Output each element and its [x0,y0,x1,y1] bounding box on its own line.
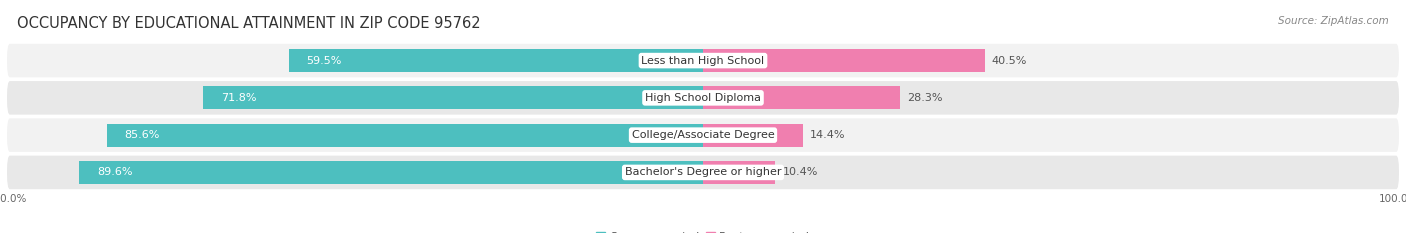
Text: 85.6%: 85.6% [125,130,160,140]
Bar [703,49,984,72]
Bar [703,86,900,110]
Bar [703,123,803,147]
Bar [79,161,703,184]
Text: OCCUPANCY BY EDUCATIONAL ATTAINMENT IN ZIP CODE 95762: OCCUPANCY BY EDUCATIONAL ATTAINMENT IN Z… [17,16,481,31]
Text: 28.3%: 28.3% [907,93,942,103]
Text: 59.5%: 59.5% [307,56,342,65]
Text: Less than High School: Less than High School [641,56,765,65]
Text: Bachelor's Degree or higher: Bachelor's Degree or higher [624,168,782,177]
Bar [288,49,703,72]
Bar [107,123,703,147]
Text: 89.6%: 89.6% [97,168,132,177]
FancyBboxPatch shape [7,156,1399,189]
Text: 40.5%: 40.5% [991,56,1028,65]
FancyBboxPatch shape [7,44,1399,77]
Text: 10.4%: 10.4% [782,168,818,177]
Text: 14.4%: 14.4% [810,130,845,140]
Text: College/Associate Degree: College/Associate Degree [631,130,775,140]
Bar [703,161,775,184]
Text: High School Diploma: High School Diploma [645,93,761,103]
Text: Source: ZipAtlas.com: Source: ZipAtlas.com [1278,16,1389,26]
Bar [204,86,703,110]
Text: 71.8%: 71.8% [221,93,256,103]
Legend: Owner-occupied, Renter-occupied: Owner-occupied, Renter-occupied [596,232,810,233]
FancyBboxPatch shape [7,118,1399,152]
FancyBboxPatch shape [7,81,1399,115]
